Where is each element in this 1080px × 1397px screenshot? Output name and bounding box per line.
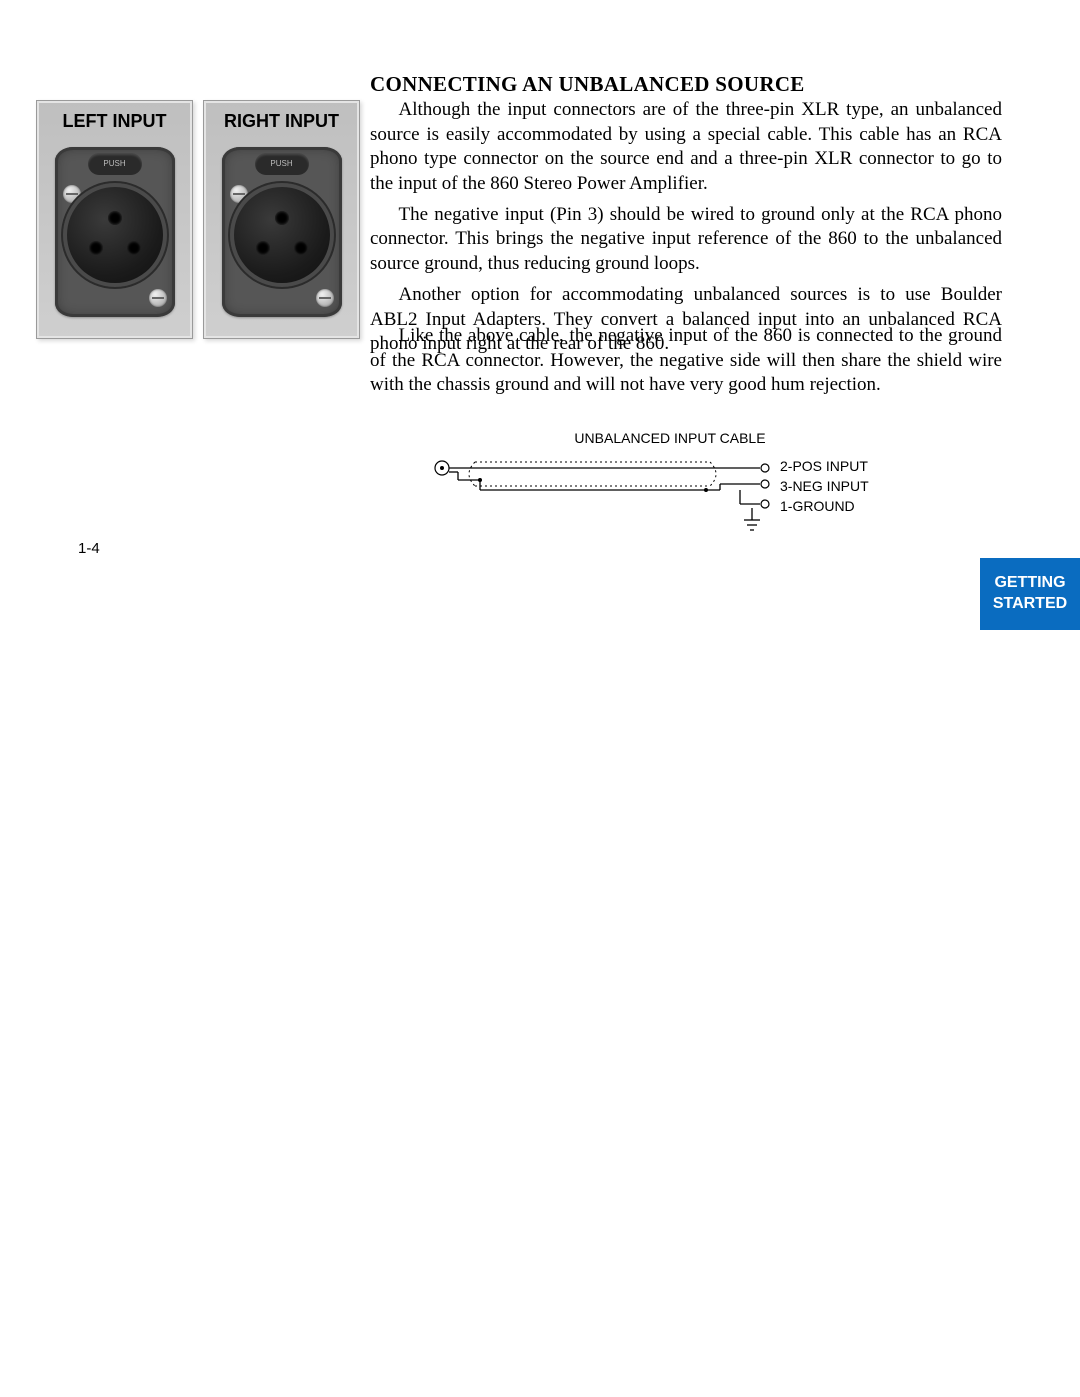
diagram-pin-labels: 2-POS INPUT 3-NEG INPUT 1-GROUND [780,456,869,516]
paragraph: Although the input connectors are of the… [370,98,1002,197]
left-input-panel: LEFT INPUT PUSH [36,100,193,339]
manual-page: CONNECTING AN UNBALANCED SOURCE LEFT INP… [0,0,1080,1397]
push-tab-icon: PUSH [255,153,309,175]
screw-icon [149,289,167,307]
push-tab-icon: PUSH [88,153,142,175]
xlr-socket-icon [63,183,167,287]
pin3-label: 3-NEG INPUT [780,476,869,496]
xlr-connector-right: PUSH [222,147,342,317]
pin-hole-icon [108,211,122,225]
xlr-socket-icon [230,183,334,287]
section-tab: GETTING STARTED [980,558,1080,630]
left-input-label: LEFT INPUT [37,111,192,132]
body-text-lower: Like the above cable, the negative input… [370,324,1002,404]
right-input-label: RIGHT INPUT [204,111,359,132]
screw-icon [316,289,334,307]
pin-hole-icon [127,241,141,255]
xlr-connector-left: PUSH [55,147,175,317]
section-title: CONNECTING AN UNBALANCED SOURCE [370,72,805,97]
tab-line2: STARTED [993,595,1067,612]
unbalanced-cable-diagram: UNBALANCED INPUT CABLE [430,430,910,540]
paragraph: Like the above cable, the negative input… [370,324,1002,398]
wiring-schematic-icon [430,450,775,540]
page-number: 1-4 [78,540,100,557]
tab-line1: GETTING [994,574,1065,591]
xlr-inputs-photo: LEFT INPUT PUSH RIGHT INPUT PUSH [36,100,360,339]
diagram-title: UNBALANCED INPUT CABLE [430,430,910,446]
pin1-label: 1-GROUND [780,496,869,516]
paragraph: The negative input (Pin 3) should be wir… [370,203,1002,277]
pin2-label: 2-POS INPUT [780,456,869,476]
pin-hole-icon [89,241,103,255]
pin-hole-icon [294,241,308,255]
right-input-panel: RIGHT INPUT PUSH [203,100,360,339]
pin-hole-icon [256,241,270,255]
pin-hole-icon [275,211,289,225]
